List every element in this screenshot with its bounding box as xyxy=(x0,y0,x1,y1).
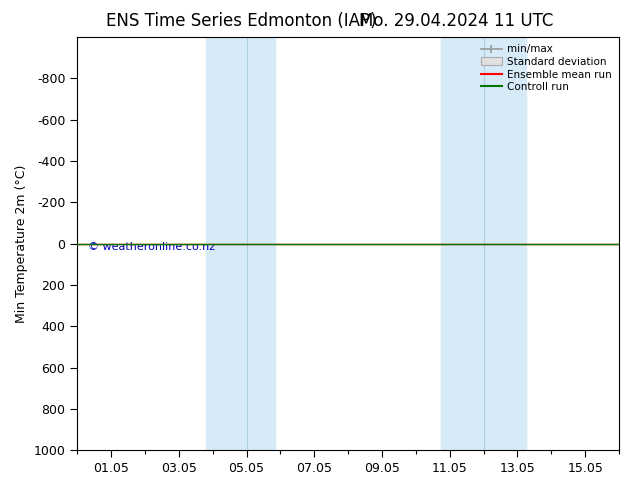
Text: ENS Time Series Edmonton (IAP): ENS Time Series Edmonton (IAP) xyxy=(106,12,376,30)
Bar xyxy=(206,37,275,450)
Y-axis label: Min Temperature 2m (°C): Min Temperature 2m (°C) xyxy=(15,165,28,323)
Legend: min/max, Standard deviation, Ensemble mean run, Controll run: min/max, Standard deviation, Ensemble me… xyxy=(479,42,614,94)
Bar xyxy=(441,37,526,450)
Text: Mo. 29.04.2024 11 UTC: Mo. 29.04.2024 11 UTC xyxy=(359,12,553,30)
Text: © weatheronline.co.nz: © weatheronline.co.nz xyxy=(88,242,215,251)
